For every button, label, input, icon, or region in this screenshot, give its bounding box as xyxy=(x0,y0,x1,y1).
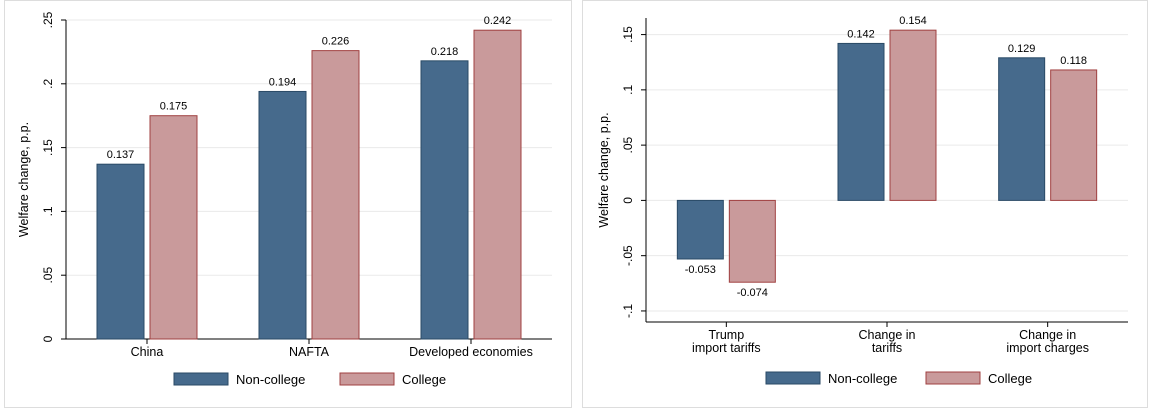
data-label: 0.194 xyxy=(269,76,297,88)
chart-panel-right: -.1 -.05 0 .05 .1 .15 Welfare change, p.p. -0.0… xyxy=(582,0,1148,408)
data-label: 0.154 xyxy=(899,15,927,27)
data-label: 0.226 xyxy=(322,36,350,48)
y-tick-label: .05 xyxy=(41,267,55,284)
chart-left-svg: 0 .05 .1 .15 .2 .25 Welfare change, p.p. 0.137 0… xyxy=(4,0,572,408)
legend-label: College xyxy=(402,372,446,387)
chart-panel-left: 0 .05 .1 .15 .2 .25 Welfare change, p.p. 0.137 0… xyxy=(4,0,572,408)
x-tick-label: China xyxy=(131,345,164,359)
data-label: 0.142 xyxy=(847,28,875,40)
y-tick-label: 0 xyxy=(621,197,635,204)
y-tick-label: .15 xyxy=(41,139,55,156)
y-tick-label: .1 xyxy=(621,85,635,95)
bar-non-college xyxy=(258,90,307,340)
data-label: 0.175 xyxy=(160,101,188,113)
y-tick-label: .05 xyxy=(621,136,635,153)
bar-college xyxy=(473,29,522,340)
legend-label: Non-college xyxy=(828,371,897,386)
legend-swatch-college xyxy=(339,372,395,386)
bar-non-college xyxy=(420,60,469,340)
bar-college xyxy=(1050,69,1098,201)
data-label: 0.218 xyxy=(431,46,459,58)
x-tick-label: Change in xyxy=(859,328,916,342)
y-axis-title: Welfare change, p.p. xyxy=(17,122,31,237)
y-tick-label: .2 xyxy=(41,78,55,88)
data-label: -0.074 xyxy=(737,287,768,299)
y-axis-title: Welfare change, p.p. xyxy=(597,112,611,227)
data-label: 0.129 xyxy=(1008,43,1036,55)
legend-label: College xyxy=(988,371,1032,386)
bar-college xyxy=(311,50,360,340)
data-label: 0.118 xyxy=(1060,55,1087,67)
x-tick-label: import charges xyxy=(1006,341,1089,355)
x-tick-label: Trump xyxy=(709,328,745,342)
data-label: -0.053 xyxy=(685,264,716,276)
y-tick-label: -.05 xyxy=(621,245,635,266)
bar-non-college xyxy=(96,163,145,340)
x-tick-label: Developed economies xyxy=(409,345,533,359)
data-label: 0.242 xyxy=(484,15,512,27)
legend-swatch-non-college xyxy=(173,372,229,386)
data-label: 0.137 xyxy=(107,149,135,161)
bar-non-college xyxy=(676,199,724,260)
x-tick-label: import tariffs xyxy=(692,341,761,355)
y-tick-label: -.1 xyxy=(621,304,635,318)
bar-college xyxy=(728,199,776,283)
x-tick-label: NAFTA xyxy=(289,345,330,359)
bar-non-college xyxy=(837,42,885,201)
legend-swatch-non-college xyxy=(765,371,821,385)
legend-swatch-college xyxy=(925,371,981,385)
bar-college xyxy=(149,115,198,340)
bar-non-college xyxy=(998,57,1046,201)
x-tick-label: Change in xyxy=(1019,328,1076,342)
bar-college xyxy=(889,29,937,201)
y-tick-label: 0 xyxy=(41,335,55,342)
chart-right-svg: -.1 -.05 0 .05 .1 .15 Welfare change, p.p. -0.0… xyxy=(582,0,1148,408)
y-tick-label: .15 xyxy=(621,26,635,43)
legend-label: Non-college xyxy=(236,372,305,387)
y-tick-label: .1 xyxy=(41,206,55,216)
y-tick-label: .25 xyxy=(41,11,55,28)
x-tick-label: tariffs xyxy=(872,341,902,355)
